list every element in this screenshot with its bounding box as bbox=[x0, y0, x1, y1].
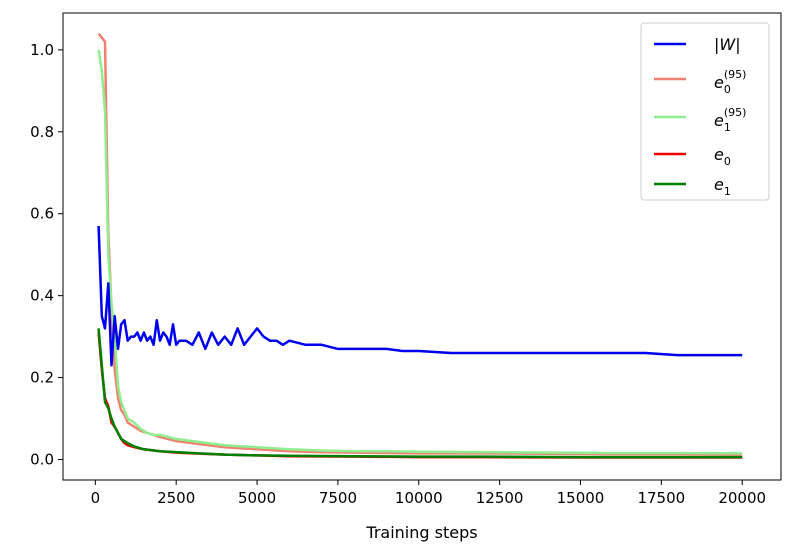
y-tick-label: 0.2 bbox=[30, 369, 54, 387]
x-tick-label: 7500 bbox=[319, 489, 357, 507]
series-layer bbox=[97, 32, 743, 459]
x-axis-ticks: 0 2500 5000 7500 10000 12500 15000 17500 20000 bbox=[91, 480, 766, 507]
y-tick-label: 0.0 bbox=[30, 451, 54, 469]
x-tick-label: 12500 bbox=[476, 489, 524, 507]
x-tick-label: 15000 bbox=[557, 489, 605, 507]
legend-box bbox=[640, 22, 770, 201]
legend: |W| e0(95) e1(95) e0 e1 bbox=[640, 22, 770, 201]
x-tick-label: 10000 bbox=[395, 489, 443, 507]
x-tick-label: 2500 bbox=[157, 489, 195, 507]
y-tick-label: 1.0 bbox=[30, 41, 54, 59]
x-tick-label: 20000 bbox=[718, 489, 766, 507]
axes-frame bbox=[62, 12, 782, 481]
series-line-e1 bbox=[97, 328, 743, 459]
x-tick-label: 0 bbox=[91, 489, 101, 507]
x-axis-label: Training steps bbox=[365, 523, 477, 542]
legend-label-e0: e0 bbox=[714, 145, 731, 168]
plot-area: 0 2500 5000 7500 10000 12500 15000 17500 20000 0… bbox=[30, 12, 782, 542]
y-tick-label: 0.4 bbox=[30, 287, 54, 305]
legend-label-w: |W| bbox=[714, 35, 741, 54]
x-tick-label: 17500 bbox=[637, 489, 685, 507]
y-tick-label: 0.6 bbox=[30, 205, 54, 223]
y-axis-ticks: 0.0 0.2 0.4 0.6 0.8 1.0 bbox=[30, 41, 63, 469]
y-tick-label: 0.8 bbox=[30, 123, 54, 141]
legend-label-e1-95: e1(95) bbox=[714, 106, 746, 134]
series-line-e0-95 bbox=[97, 32, 743, 456]
legend-label-e0-95: e0(95) bbox=[714, 68, 746, 96]
x-tick-label: 5000 bbox=[238, 489, 276, 507]
series-line--w- bbox=[97, 225, 743, 367]
legend-label-e1: e1 bbox=[714, 175, 731, 198]
